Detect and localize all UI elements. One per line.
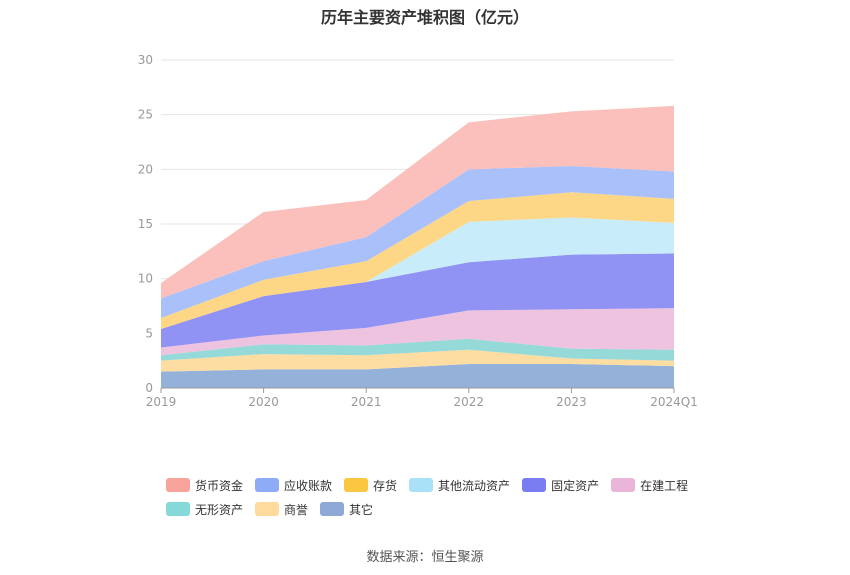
y-tick-label: 15 bbox=[138, 217, 153, 231]
legend-item[interactable]: 存货 bbox=[344, 477, 397, 494]
legend-label: 其它 bbox=[349, 502, 374, 517]
legend-row: 货币资金 应收账款 存货 其他流动资产 固定资产 在建工程 bbox=[166, 473, 726, 497]
legend-item[interactable]: 其他流动资产 bbox=[409, 477, 510, 494]
y-tick-label: 10 bbox=[138, 272, 153, 286]
legend-swatch bbox=[255, 478, 280, 492]
area-series bbox=[161, 105, 674, 388]
legend-label: 商誉 bbox=[284, 502, 309, 517]
legend-item[interactable]: 货币资金 bbox=[166, 477, 243, 494]
legend-label: 在建工程 bbox=[640, 478, 689, 493]
area-在建工程 bbox=[161, 308, 674, 356]
legend-item[interactable]: 在建工程 bbox=[611, 477, 688, 494]
legend-swatch bbox=[166, 502, 190, 516]
y-tick-label: 0 bbox=[145, 381, 153, 395]
area-其它 bbox=[161, 363, 674, 388]
area-其他流动资产 bbox=[161, 217, 674, 329]
y-tick-label: 25 bbox=[138, 108, 153, 122]
x-tick-label: 2022 bbox=[454, 395, 485, 409]
legend-label: 无形资产 bbox=[195, 502, 244, 517]
x-tick-label: 2020 bbox=[248, 395, 279, 409]
x-tick-label: 2021 bbox=[351, 395, 382, 409]
legend: 货币资金 应收账款 存货 其他流动资产 固定资产 在建工程 无形资产 商誉 其它 bbox=[166, 473, 726, 521]
area-无形资产 bbox=[161, 338, 674, 361]
legend-swatch bbox=[344, 478, 369, 492]
legend-item[interactable]: 应收账款 bbox=[255, 477, 332, 494]
legend-swatch bbox=[611, 478, 636, 492]
legend-label: 应收账款 bbox=[284, 478, 333, 493]
data-source: 数据来源：恒生聚源 bbox=[366, 550, 484, 565]
legend-item[interactable]: 固定资产 bbox=[522, 477, 599, 494]
area-货币资金 bbox=[161, 105, 674, 299]
area-存货 bbox=[161, 192, 674, 329]
legend-swatch bbox=[166, 478, 190, 492]
legend-swatch bbox=[409, 478, 434, 492]
y-tick-label: 20 bbox=[138, 162, 153, 176]
area-商誉 bbox=[161, 349, 674, 372]
area-应收账款 bbox=[161, 166, 674, 319]
stacked-area-chart: 0 5 10 15 20 25 30 2019 2020 2021 2022 2023 2024Q1 bbox=[138, 53, 698, 409]
legend-item[interactable]: 商誉 bbox=[255, 501, 308, 518]
y-tick-label: 5 bbox=[145, 326, 153, 340]
legend-item[interactable]: 其它 bbox=[320, 501, 373, 518]
x-tick-label: 2023 bbox=[556, 395, 587, 409]
legend-swatch bbox=[320, 502, 345, 516]
y-tick-label: 30 bbox=[138, 53, 153, 67]
chart-title: 历年主要资产堆积图（亿元） bbox=[320, 8, 529, 27]
legend-swatch bbox=[255, 502, 280, 516]
legend-item[interactable]: 无形资产 bbox=[166, 501, 243, 518]
legend-swatch bbox=[522, 478, 547, 492]
x-tick-label: 2024Q1 bbox=[650, 395, 698, 409]
legend-label: 货币资金 bbox=[195, 478, 244, 493]
legend-label: 固定资产 bbox=[551, 478, 600, 493]
axes: 0 5 10 15 20 25 30 2019 2020 2021 2022 2023 2024Q1 bbox=[138, 53, 698, 409]
legend-label: 其他流动资产 bbox=[438, 478, 511, 493]
x-tick-label: 2019 bbox=[146, 395, 177, 409]
legend-label: 存货 bbox=[373, 478, 398, 493]
area-固定资产 bbox=[161, 253, 674, 348]
legend-row: 无形资产 商誉 其它 bbox=[166, 497, 726, 521]
